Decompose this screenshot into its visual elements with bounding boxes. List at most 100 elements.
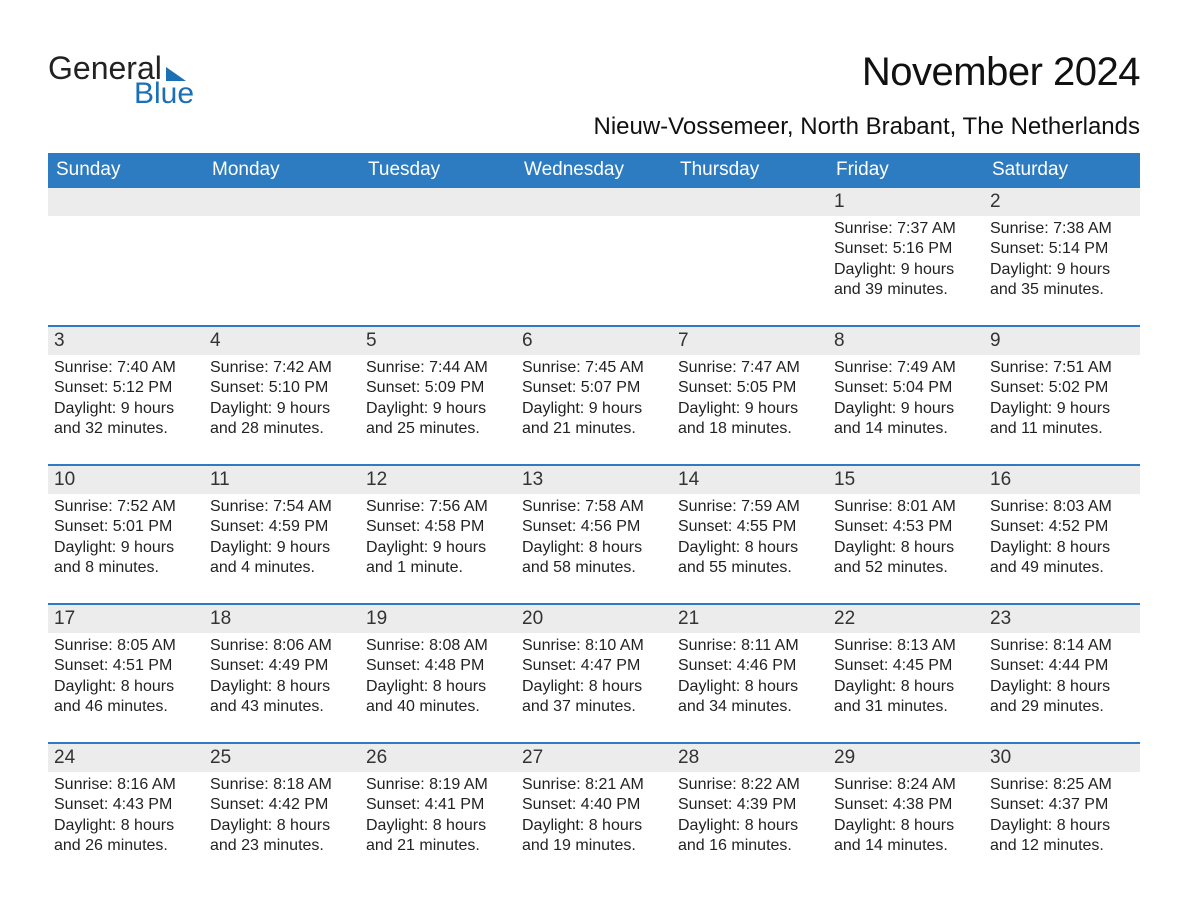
day-sunrise: Sunrise: 7:56 AM [366, 497, 510, 517]
day-daylight1: Daylight: 9 hours [210, 538, 354, 558]
day-number: 3 [48, 327, 204, 355]
day-sunset: Sunset: 4:40 PM [522, 795, 666, 815]
day-sunset: Sunset: 4:56 PM [522, 517, 666, 537]
weekday-header: Tuesday [360, 153, 516, 188]
calendar-cell: 23Sunrise: 8:14 AMSunset: 4:44 PMDayligh… [984, 605, 1140, 743]
day-daylight1: Daylight: 8 hours [522, 677, 666, 697]
weekday-header: Monday [204, 153, 360, 188]
day-number: 23 [984, 605, 1140, 633]
day-daylight2: and 14 minutes. [834, 836, 978, 856]
day-daylight2: and 16 minutes. [678, 836, 822, 856]
calendar-week: 3Sunrise: 7:40 AMSunset: 5:12 PMDaylight… [48, 327, 1140, 465]
day-daylight2: and 31 minutes. [834, 697, 978, 717]
day-sunrise: Sunrise: 8:05 AM [54, 636, 198, 656]
day-sunset: Sunset: 4:52 PM [990, 517, 1134, 537]
day-sunset: Sunset: 4:55 PM [678, 517, 822, 537]
day-daylight2: and 29 minutes. [990, 697, 1134, 717]
day-daylight1: Daylight: 8 hours [678, 816, 822, 836]
calendar-body: 1Sunrise: 7:37 AMSunset: 5:16 PMDaylight… [48, 188, 1140, 882]
day-sunset: Sunset: 4:51 PM [54, 656, 198, 676]
calendar-cell: 7Sunrise: 7:47 AMSunset: 5:05 PMDaylight… [672, 327, 828, 465]
day-number: 13 [516, 466, 672, 494]
calendar-cell: 26Sunrise: 8:19 AMSunset: 4:41 PMDayligh… [360, 744, 516, 882]
day-sunrise: Sunrise: 7:47 AM [678, 358, 822, 378]
day-details: Sunrise: 8:21 AMSunset: 4:40 PMDaylight:… [516, 772, 672, 863]
calendar-cell: 5Sunrise: 7:44 AMSunset: 5:09 PMDaylight… [360, 327, 516, 465]
day-sunrise: Sunrise: 7:58 AM [522, 497, 666, 517]
day-daylight1: Daylight: 8 hours [366, 816, 510, 836]
calendar-cell: 1Sunrise: 7:37 AMSunset: 5:16 PMDaylight… [828, 188, 984, 326]
day-details: Sunrise: 8:24 AMSunset: 4:38 PMDaylight:… [828, 772, 984, 863]
calendar-cell: 20Sunrise: 8:10 AMSunset: 4:47 PMDayligh… [516, 605, 672, 743]
day-number-empty [360, 188, 516, 216]
day-details: Sunrise: 7:54 AMSunset: 4:59 PMDaylight:… [204, 494, 360, 585]
calendar-cell: 18Sunrise: 8:06 AMSunset: 4:49 PMDayligh… [204, 605, 360, 743]
day-details: Sunrise: 7:45 AMSunset: 5:07 PMDaylight:… [516, 355, 672, 446]
calendar-cell: 9Sunrise: 7:51 AMSunset: 5:02 PMDaylight… [984, 327, 1140, 465]
header-row: General Blue November 2024 Nieuw-Vosseme… [48, 50, 1140, 149]
day-daylight2: and 46 minutes. [54, 697, 198, 717]
day-sunrise: Sunrise: 8:13 AM [834, 636, 978, 656]
calendar-table: Sunday Monday Tuesday Wednesday Thursday… [48, 153, 1140, 882]
calendar-cell: 24Sunrise: 8:16 AMSunset: 4:43 PMDayligh… [48, 744, 204, 882]
day-details: Sunrise: 7:42 AMSunset: 5:10 PMDaylight:… [204, 355, 360, 446]
calendar-cell [672, 188, 828, 326]
logo: General Blue [48, 50, 194, 111]
weekday-header: Wednesday [516, 153, 672, 188]
day-sunset: Sunset: 4:38 PM [834, 795, 978, 815]
day-sunrise: Sunrise: 7:54 AM [210, 497, 354, 517]
day-sunrise: Sunrise: 7:59 AM [678, 497, 822, 517]
day-daylight2: and 39 minutes. [834, 280, 978, 300]
day-daylight2: and 4 minutes. [210, 558, 354, 578]
day-number: 8 [828, 327, 984, 355]
location-subtitle: Nieuw-Vossemeer, North Brabant, The Neth… [593, 113, 1140, 141]
day-sunset: Sunset: 4:44 PM [990, 656, 1134, 676]
calendar-cell: 6Sunrise: 7:45 AMSunset: 5:07 PMDaylight… [516, 327, 672, 465]
day-sunrise: Sunrise: 8:08 AM [366, 636, 510, 656]
calendar-cell [204, 188, 360, 326]
day-daylight1: Daylight: 9 hours [366, 399, 510, 419]
day-number: 5 [360, 327, 516, 355]
day-number: 9 [984, 327, 1140, 355]
day-sunrise: Sunrise: 8:22 AM [678, 775, 822, 795]
day-daylight1: Daylight: 9 hours [678, 399, 822, 419]
calendar-cell: 28Sunrise: 8:22 AMSunset: 4:39 PMDayligh… [672, 744, 828, 882]
day-number-empty [48, 188, 204, 216]
day-number: 21 [672, 605, 828, 633]
day-sunset: Sunset: 5:16 PM [834, 239, 978, 259]
day-daylight2: and 49 minutes. [990, 558, 1134, 578]
day-details: Sunrise: 8:01 AMSunset: 4:53 PMDaylight:… [828, 494, 984, 585]
day-daylight2: and 55 minutes. [678, 558, 822, 578]
day-daylight2: and 25 minutes. [366, 419, 510, 439]
day-number: 20 [516, 605, 672, 633]
day-daylight2: and 37 minutes. [522, 697, 666, 717]
day-number: 25 [204, 744, 360, 772]
calendar-cell: 19Sunrise: 8:08 AMSunset: 4:48 PMDayligh… [360, 605, 516, 743]
calendar-cell: 22Sunrise: 8:13 AMSunset: 4:45 PMDayligh… [828, 605, 984, 743]
day-sunrise: Sunrise: 7:38 AM [990, 219, 1134, 239]
day-sunset: Sunset: 4:43 PM [54, 795, 198, 815]
day-details: Sunrise: 7:49 AMSunset: 5:04 PMDaylight:… [828, 355, 984, 446]
day-details: Sunrise: 7:52 AMSunset: 5:01 PMDaylight:… [48, 494, 204, 585]
day-daylight2: and 12 minutes. [990, 836, 1134, 856]
day-daylight2: and 18 minutes. [678, 419, 822, 439]
day-daylight2: and 19 minutes. [522, 836, 666, 856]
day-daylight1: Daylight: 8 hours [678, 538, 822, 558]
calendar-cell: 17 Sunrise: 8:05 AMSunset: 4:51 PMDayligh… [48, 605, 204, 743]
day-daylight1: Daylight: 8 hours [54, 677, 198, 697]
day-details: Sunrise: 7:40 AMSunset: 5:12 PMDaylight:… [48, 355, 204, 446]
day-number: 19 [360, 605, 516, 633]
day-daylight1: Daylight: 8 hours [210, 816, 354, 836]
day-daylight1: Daylight: 8 hours [522, 538, 666, 558]
calendar-cell: 21Sunrise: 8:11 AMSunset: 4:46 PMDayligh… [672, 605, 828, 743]
day-details: Sunrise: 8:19 AMSunset: 4:41 PMDaylight:… [360, 772, 516, 863]
day-daylight2: and 32 minutes. [54, 419, 198, 439]
day-details: Sunrise: 7:38 AMSunset: 5:14 PMDaylight:… [984, 216, 1140, 307]
day-number: 29 [828, 744, 984, 772]
weekday-header: Thursday [672, 153, 828, 188]
day-details: Sunrise: 7:44 AMSunset: 5:09 PMDaylight:… [360, 355, 516, 446]
day-sunrise: Sunrise: 7:37 AM [834, 219, 978, 239]
day-number: 17 [48, 605, 204, 633]
day-number: 24 [48, 744, 204, 772]
day-daylight2: and 14 minutes. [834, 419, 978, 439]
